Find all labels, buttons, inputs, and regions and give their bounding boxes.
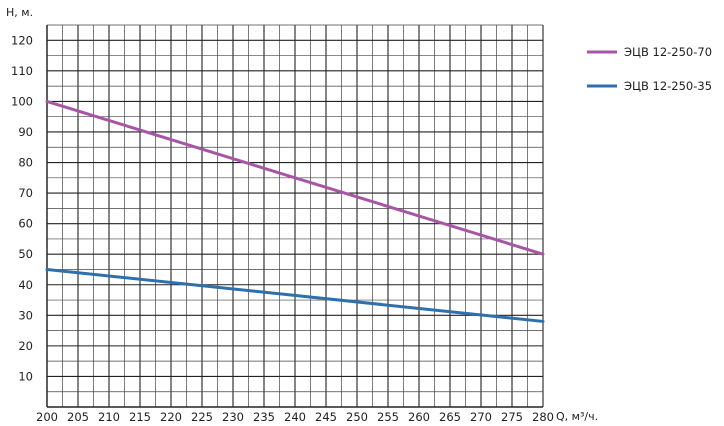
y-tick-label: 30 (18, 308, 33, 322)
series-line (45, 99, 545, 256)
y-tick-label: 120 (11, 33, 33, 47)
y-tick-label: 10 (18, 369, 33, 383)
x-tick-label: 245 (315, 410, 337, 424)
y-tick-labels: 10 20 30 40 50 60 70 80 90 100 110 120 (11, 33, 33, 383)
series-lines (45, 99, 545, 323)
y-tick-label: 110 (11, 64, 33, 78)
x-tick-label: 210 (98, 410, 120, 424)
y-tick-label: 90 (18, 125, 33, 139)
y-tick-label: 70 (18, 186, 33, 200)
x-tick-label: 270 (470, 410, 492, 424)
x-tick-label: 265 (439, 410, 461, 424)
y-tick-label: 50 (18, 247, 33, 261)
x-tick-label: 200 (36, 410, 58, 424)
x-tick-label: 220 (160, 410, 182, 424)
axes (46, 25, 543, 408)
y-tick-label: 60 (18, 217, 33, 231)
y-tick-label: 40 (18, 278, 33, 292)
y-tick-label: 100 (11, 94, 33, 108)
x-tick-label: 250 (346, 410, 368, 424)
x-tick-label: 205 (67, 410, 89, 424)
x-tick-label: 215 (129, 410, 151, 424)
series-line (45, 267, 545, 323)
y-tick-label: 20 (18, 339, 33, 353)
legend-label: ЭЦВ 12-250-70 (624, 45, 712, 59)
x-tick-label: 240 (284, 410, 306, 424)
legend: ЭЦВ 12-250-70 ЭЦВ 12-250-35 (587, 45, 712, 93)
y-axis-label: H, м. (6, 6, 33, 19)
x-tick-label: 260 (408, 410, 430, 424)
x-tick-label: 275 (501, 410, 523, 424)
x-tick-label: 255 (377, 410, 399, 424)
x-tick-label: 280 (532, 410, 554, 424)
x-tick-label: 225 (191, 410, 213, 424)
y-tick-label: 80 (18, 156, 33, 170)
x-tick-labels: 200 205 210 215 220 225 230 235 240 245 250 255 260 2… (36, 410, 554, 424)
x-tick-label: 230 (222, 410, 244, 424)
x-tick-label: 235 (253, 410, 275, 424)
grid (46, 24, 544, 407)
x-axis-label: Q, м³/ч. (556, 410, 598, 423)
legend-label: ЭЦВ 12-250-35 (624, 79, 712, 93)
